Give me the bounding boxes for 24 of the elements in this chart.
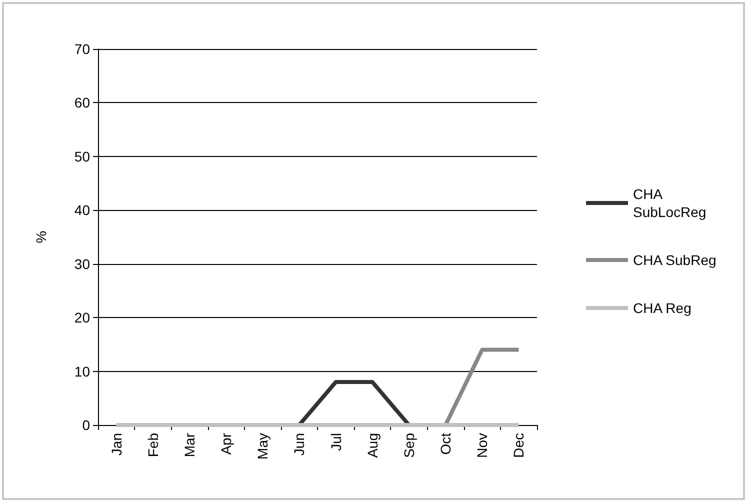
y-tick-label: 50 [74,148,90,164]
y-tick-label: 10 [74,363,90,380]
y-tick-label: 0 [82,417,90,433]
y-tick-label: 60 [74,94,90,111]
x-tick-label: Oct [438,432,454,455]
y-tick-label: 40 [74,202,90,218]
y-tick-label: 20 [74,310,90,326]
x-tick-label: Jul [328,433,344,451]
x-tick-label: Dec [510,433,527,458]
legend-label: CHA SubLocReg [633,186,706,220]
x-tick-label: Aug [364,433,380,458]
x-tick-label: Apr [218,432,234,455]
y-tick-label: 70 [74,41,90,57]
y-axis-title: % [33,230,49,244]
x-tick-label: Jan [108,433,124,456]
x-tick-label: Sep [400,432,417,458]
legend-label: CHA SubReg [633,252,716,268]
x-tick-label: Nov [474,433,490,458]
legend-label: CHA Reg [633,300,692,316]
x-tick-label: Feb [144,432,161,458]
x-tick-label: May [254,433,271,460]
x-tick-label: Jun [291,433,308,456]
y-tick-label: 30 [74,256,90,272]
x-tick-label: Mar [181,432,198,458]
